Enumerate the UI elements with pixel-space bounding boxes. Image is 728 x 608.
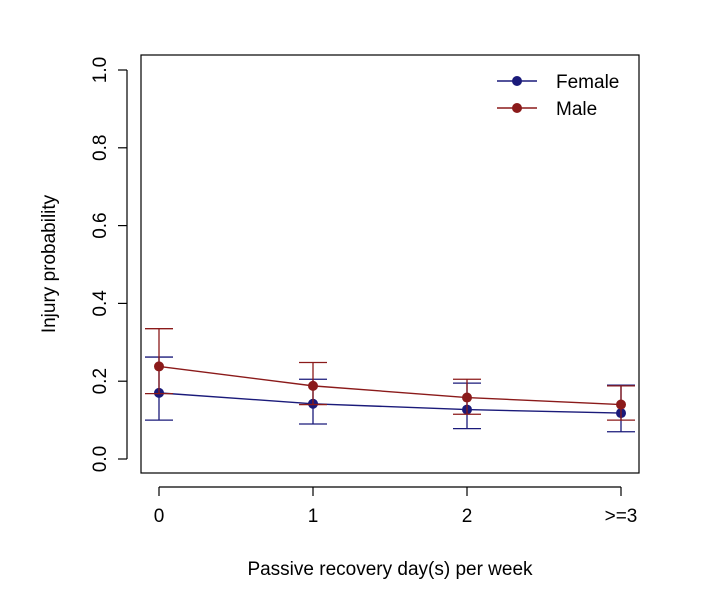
series-line-female: [158, 392, 622, 414]
y-tick-label: 1.0: [90, 57, 111, 83]
x-tick-label: 0: [154, 506, 165, 527]
legend: Female Male: [497, 72, 619, 120]
series-female: [145, 356, 635, 433]
x-axis-label: Passive recovery day(s) per week: [247, 559, 533, 580]
plot-frame: [140, 54, 640, 474]
x-tick-label: >=3: [605, 506, 638, 527]
y-axis: 0.0 0.2 0.4 0.6 0.8 1.0: [90, 57, 128, 472]
data-point-male: [308, 380, 318, 391]
y-tick-label: 0.8: [90, 135, 111, 161]
series-line-male: [158, 365, 622, 406]
legend-marker-male: [512, 103, 522, 113]
data-point-male: [462, 392, 472, 403]
y-tick-label: 0.6: [90, 212, 111, 238]
x-tick-label: 2: [462, 506, 473, 527]
legend-label-male: Male: [556, 99, 597, 120]
data-point-male: [616, 399, 626, 410]
x-tick-label: 1: [308, 506, 319, 527]
legend-label-female: Female: [556, 72, 619, 93]
series-layer: [145, 328, 635, 433]
x-axis: 0 1 2 >=3: [154, 486, 638, 527]
y-tick-label: 0.2: [90, 368, 111, 394]
data-point-male: [154, 361, 164, 372]
legend-marker-female: [512, 76, 522, 86]
y-tick-label: 0.0: [90, 446, 111, 472]
series-male: [145, 328, 635, 421]
y-axis-label: Injury probability: [39, 194, 60, 333]
y-tick-label: 0.4: [90, 290, 111, 317]
